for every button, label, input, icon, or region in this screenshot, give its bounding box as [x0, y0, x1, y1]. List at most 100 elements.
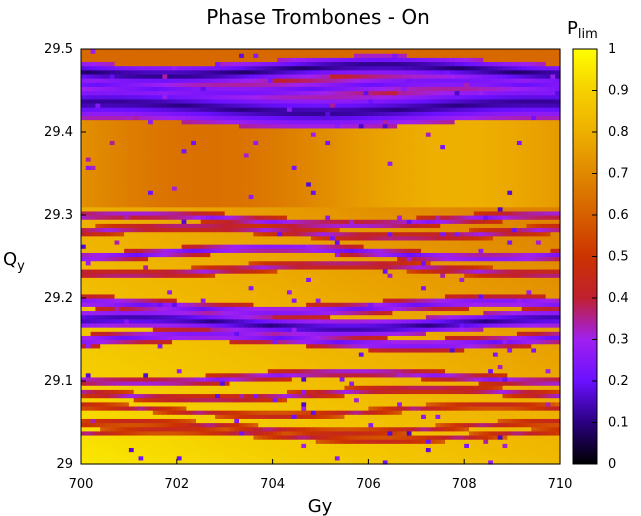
heatmap-cell — [162, 264, 168, 270]
heatmap-cell — [492, 405, 499, 411]
heatmap-cell — [286, 298, 293, 303]
heatmap-cell — [277, 430, 283, 436]
heatmap-cell — [421, 310, 427, 316]
heatmap-cell — [81, 256, 87, 262]
heatmap-cell — [387, 443, 393, 448]
heatmap-cell — [81, 306, 87, 312]
heatmap-cell — [516, 364, 523, 370]
heatmap-cell — [550, 451, 556, 457]
heatmap-cell — [215, 451, 221, 457]
heatmap-cell — [392, 439, 398, 444]
heatmap-cell — [200, 285, 207, 291]
heatmap-cell — [440, 447, 446, 453]
heatmap-cell — [248, 256, 255, 262]
heatmap-cell — [253, 356, 259, 361]
heatmap-cell — [277, 318, 283, 324]
heatmap-cell — [306, 281, 312, 287]
heatmap-cell — [344, 281, 350, 287]
heatmap-cell — [138, 285, 144, 291]
heatmap-cell — [468, 389, 475, 395]
heatmap-cell — [109, 285, 116, 291]
heatmap-cell — [545, 268, 552, 274]
heatmap-cell — [454, 264, 461, 270]
heatmap-cell — [100, 381, 106, 386]
heatmap-cell — [282, 389, 288, 395]
heatmap-cell — [387, 331, 393, 336]
heatmap-cell — [507, 347, 513, 353]
heatmap-cell — [392, 306, 398, 312]
heatmap-cell — [277, 306, 283, 312]
heatmap-cell — [526, 347, 532, 353]
heatmap-cell — [459, 364, 465, 370]
heatmap-cell — [172, 347, 178, 353]
heatmap-cell — [387, 372, 393, 378]
heatmap-cell — [191, 343, 197, 349]
heatmap-cell — [478, 410, 484, 415]
heatmap-cell — [143, 414, 149, 419]
heatmap-cell — [176, 331, 183, 336]
heatmap-cell — [531, 285, 537, 291]
heatmap-cell — [536, 302, 542, 307]
heatmap-cell — [205, 256, 211, 262]
heatmap-cell — [454, 430, 461, 436]
heatmap-cell — [464, 393, 470, 399]
heatmap-cell — [291, 401, 298, 407]
heatmap-cell — [109, 298, 116, 303]
heatmap-cell — [411, 414, 417, 419]
heatmap-cell — [291, 356, 298, 361]
heatmap-cell — [339, 289, 346, 295]
heatmap-cell — [377, 347, 384, 353]
heatmap-cell — [310, 455, 317, 461]
heatmap-cell — [425, 327, 432, 332]
heatmap-cell — [550, 281, 556, 287]
heatmap-cell — [148, 405, 154, 411]
heatmap-cell — [181, 268, 187, 274]
heatmap-cell — [282, 385, 288, 390]
heatmap-cell — [459, 268, 465, 274]
heatmap-cell — [392, 293, 398, 299]
heatmap-cell — [172, 293, 178, 299]
heatmap-cell — [95, 277, 101, 282]
heatmap-cell — [172, 376, 178, 382]
heatmap-cell — [430, 418, 437, 424]
heatmap-cell — [301, 364, 307, 370]
heatmap-cell — [377, 422, 384, 428]
heatmap-cell — [243, 281, 250, 287]
heatmap-cell — [176, 422, 183, 428]
heatmap-cell — [272, 401, 278, 407]
heatmap-cell — [497, 393, 504, 399]
heatmap-cell — [449, 277, 456, 282]
heatmap-cell — [124, 273, 130, 278]
heatmap-cell — [81, 260, 87, 266]
heatmap-cell — [219, 327, 226, 332]
heatmap-cell — [100, 364, 106, 370]
heatmap-cell — [90, 264, 96, 270]
heatmap-cell — [555, 401, 561, 407]
heatmap-cell — [540, 434, 547, 440]
heatmap-cell — [205, 447, 211, 453]
heatmap-cell — [291, 347, 298, 353]
heatmap-cell — [445, 318, 451, 324]
heatmap-cell — [354, 385, 360, 390]
heatmap-cell — [521, 322, 528, 328]
heatmap-cell — [344, 385, 350, 390]
heatmap-cell — [368, 426, 374, 432]
heatmap-cell — [445, 306, 451, 312]
heatmap-cell — [392, 372, 398, 378]
heatmap-cell — [488, 459, 494, 465]
heatmap-cell — [531, 289, 537, 295]
heatmap-cell — [454, 360, 461, 365]
heatmap-cell — [397, 376, 403, 382]
heatmap-cell — [128, 439, 135, 444]
heatmap-cell — [104, 268, 111, 274]
heatmap-cell — [138, 364, 144, 370]
heatmap-cell — [133, 422, 140, 428]
heatmap-cell — [315, 455, 322, 461]
heatmap-cell — [555, 385, 561, 390]
heatmap-cell — [454, 426, 461, 432]
heatmap-cell — [286, 372, 293, 378]
heatmap-cell — [488, 426, 494, 432]
heatmap-cell — [143, 455, 149, 461]
heatmap-cell — [440, 256, 446, 262]
heatmap-cell — [229, 322, 235, 328]
